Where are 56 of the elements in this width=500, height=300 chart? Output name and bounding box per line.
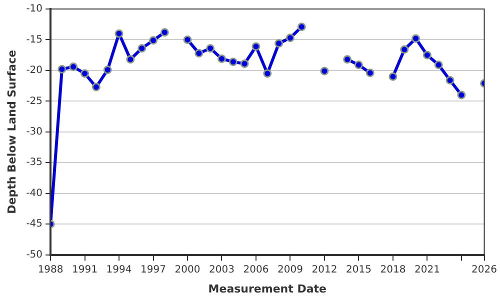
- point: [103, 66, 112, 74]
- point: [422, 50, 432, 60]
- x-tick-label: 2009: [278, 264, 303, 276]
- point: [206, 44, 215, 53]
- point: [126, 55, 135, 64]
- x-tick-label: 2021: [414, 264, 440, 276]
- point: [400, 45, 409, 54]
- point: [183, 35, 192, 44]
- x-tick-label: 2015: [346, 264, 372, 276]
- point: [286, 34, 294, 42]
- y-tick-label: -10: [26, 4, 43, 15]
- x-tick-label: 2012: [312, 264, 338, 276]
- y-tick-label: -15: [26, 34, 43, 46]
- point: [434, 60, 443, 70]
- point: [228, 58, 238, 66]
- point: [58, 64, 66, 74]
- y-tick-label: -50: [26, 249, 43, 260]
- point: [69, 62, 78, 72]
- x-tick-label: 2018: [380, 264, 406, 276]
- x-tick-label: 1991: [72, 264, 98, 276]
- y-tick-label: -30: [26, 126, 43, 138]
- point: [320, 66, 329, 76]
- y-tick-label: -45: [26, 218, 43, 230]
- point: [149, 36, 158, 45]
- point: [343, 55, 352, 64]
- y-tick-label: -35: [26, 157, 43, 168]
- y-tick-label: -25: [26, 96, 43, 107]
- x-tick-label: 1997: [140, 264, 166, 276]
- point: [240, 59, 249, 68]
- point: [92, 82, 100, 92]
- y-tick-label: -40: [26, 188, 43, 199]
- y-tick-label: -20: [26, 65, 43, 76]
- point: [366, 68, 374, 78]
- x-tick-label: 2026: [472, 264, 497, 276]
- point: [80, 69, 90, 78]
- point: [217, 54, 226, 64]
- x-axis-title: Measurement Date: [208, 282, 327, 296]
- point: [138, 44, 146, 53]
- point: [457, 90, 466, 100]
- x-tick-label: 2006: [243, 264, 269, 276]
- point: [263, 69, 272, 78]
- x-tick-label: 2003: [209, 264, 234, 276]
- point: [412, 34, 420, 43]
- x-tick-label: 1988: [38, 264, 64, 276]
- x-tick-label: 2000: [174, 264, 200, 276]
- point: [274, 39, 284, 48]
- point: [354, 60, 363, 70]
- point: [388, 72, 398, 81]
- x-tick-label: 1994: [106, 264, 132, 276]
- point: [297, 22, 306, 32]
- point: [114, 29, 124, 38]
- point: [252, 42, 260, 51]
- point: [446, 76, 454, 85]
- point: [160, 28, 169, 37]
- point: [194, 48, 204, 58]
- y-axis-title: Depth Below Land Surface: [5, 50, 18, 214]
